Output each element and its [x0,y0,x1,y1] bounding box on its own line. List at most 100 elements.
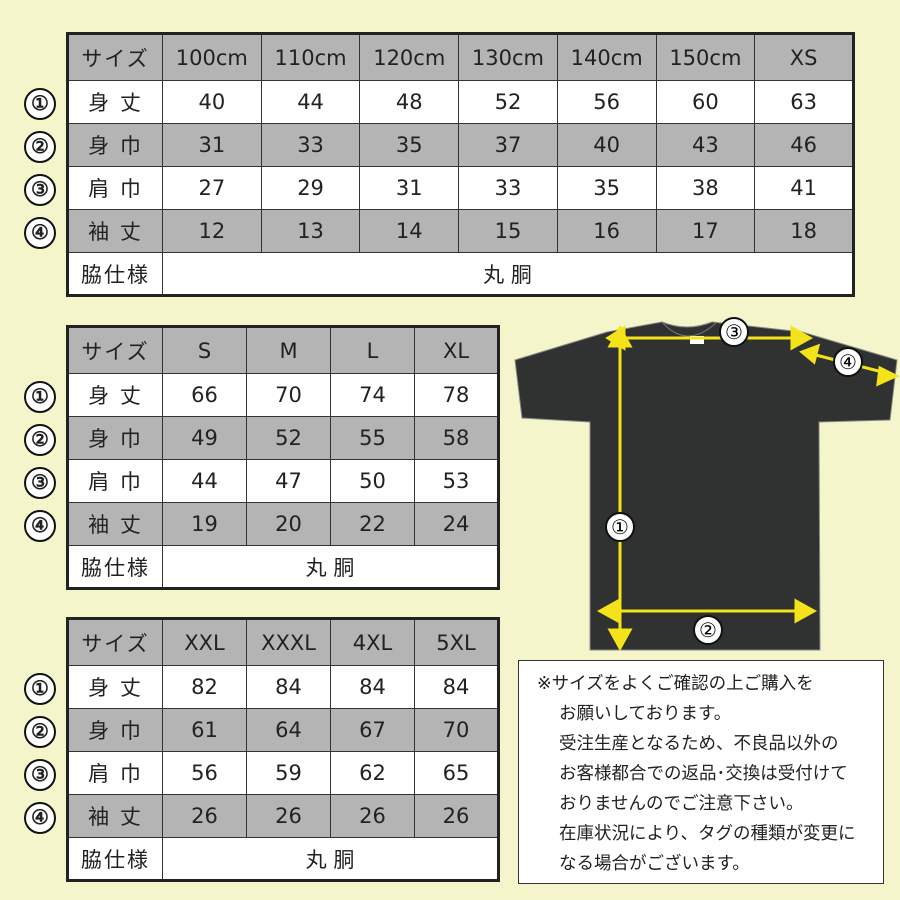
measure-value: 50 [330,459,415,503]
measure-label: 身 丈 [67,665,163,709]
side-value: 丸 胴 [162,545,499,589]
side-label: 脇仕様 [67,837,163,881]
measure-label: 肩 巾 [67,459,163,503]
side-value: 丸 胴 [162,252,854,296]
measure-value: 15 [458,209,558,253]
measure-value: 14 [359,209,460,253]
table-row: 身 巾 61 64 67 70 [67,708,499,752]
measure-value: 65 [414,751,499,795]
table-row: 身 丈 82 84 84 84 [67,665,499,709]
measure-value: 26 [414,794,499,838]
measure-value: 43 [655,123,756,167]
size-header: 5XL [414,618,499,666]
measure-value: 24 [414,502,499,546]
row-marker: ② [24,424,56,456]
measure-value: 35 [359,123,460,167]
measure-label: 肩 巾 [67,166,163,210]
measure-value: 64 [246,708,331,752]
table-row: 肩 巾 56 59 62 65 [67,751,499,795]
marker-3: ③ [719,317,749,347]
measure-value: 49 [162,416,247,460]
row-marker: ② [24,131,56,163]
table-row: 身 巾 49 52 55 58 [67,416,499,460]
size-header: XS [754,33,854,81]
measure-value: 33 [458,166,558,210]
size-table: サイズ 100cm 110cm 120cm 130cm 140cm 150cm XS 身 丈 40… [66,32,855,297]
svg-text:③: ③ [725,320,743,344]
measure-label: 袖 丈 [67,794,163,838]
measure-value: 62 [330,751,415,795]
size-header: 4XL [330,618,415,666]
size-label: サイズ [67,326,163,374]
measure-value: 16 [556,209,657,253]
size-table: サイズ S M L XL 身 丈 66 70 74 78 身 巾 49 52 55 58 肩 巾 44 47 50 5… [66,325,500,590]
measure-label: 肩 巾 [67,751,163,795]
measure-value: 70 [414,708,499,752]
size-header: 100cm [162,33,262,81]
measure-value: 48 [359,80,460,124]
measure-value: 56 [556,80,657,124]
measure-value: 67 [330,708,415,752]
measure-label: 身 巾 [67,123,163,167]
note-line: おりませんのでご注意下さい。 [559,794,804,814]
size-header: M [246,326,331,374]
table-row: 身 丈 66 70 74 78 [67,373,499,417]
measure-value: 78 [414,373,499,417]
measure-value: 31 [359,166,460,210]
row-marker: ③ [24,174,56,206]
row-marker: ④ [24,510,56,542]
measure-value: 47 [246,459,331,503]
table-row: 袖 丈 12 13 14 15 16 17 18 [67,209,854,253]
marker-4: ④ [833,347,863,377]
measure-value: 52 [246,416,331,460]
table-row: 肩 巾 27 29 31 33 35 38 41 [67,166,854,210]
measure-value: 33 [260,123,361,167]
measure-value: 56 [162,751,247,795]
table-row: 身 丈 40 44 48 52 56 60 63 [67,80,854,124]
measure-value: 31 [162,123,262,167]
measure-value: 38 [655,166,756,210]
table-row: 身 巾 31 33 35 37 40 43 46 [67,123,854,167]
measure-value: 20 [246,502,331,546]
measure-value: 74 [330,373,415,417]
measure-value: 60 [655,80,756,124]
size-header: 120cm [359,33,460,81]
measure-value: 63 [754,80,854,124]
measure-value: 35 [556,166,657,210]
row-marker: ① [24,88,56,120]
measure-value: 46 [754,123,854,167]
row-marker: ② [24,716,56,748]
measure-value: 41 [754,166,854,210]
measure-value: 17 [655,209,756,253]
table-row: 肩 巾 44 47 50 53 [67,459,499,503]
note-line: 在庫状況により、タグの種類が変更に [559,824,856,844]
measure-label: 袖 丈 [67,209,163,253]
measure-value: 59 [246,751,331,795]
measure-value: 53 [414,459,499,503]
measure-value: 84 [330,665,415,709]
measure-value: 29 [260,166,361,210]
svg-text:②: ② [699,618,717,642]
row-marker: ④ [24,802,56,834]
header-row: サイズ S M L XL [67,326,499,374]
measure-value: 70 [246,373,331,417]
marker-1: ① [605,512,635,542]
size-header: S [162,326,247,374]
measure-value: 18 [754,209,854,253]
row-marker: ① [24,381,56,413]
row-marker: ③ [24,467,56,499]
size-label: サイズ [67,33,163,81]
measure-value: 26 [162,794,247,838]
svg-text:④: ④ [839,350,857,374]
side-value: 丸 胴 [162,837,499,881]
note-line: なる場合がございます。 [559,854,750,874]
measure-value: 13 [260,209,361,253]
measure-value: 19 [162,502,247,546]
measure-value: 22 [330,502,415,546]
size-header: 130cm [458,33,558,81]
side-row: 脇仕様丸 胴 [67,545,499,589]
measure-label: 袖 丈 [67,502,163,546]
size-label: サイズ [67,618,163,666]
measure-value: 84 [246,665,331,709]
side-label: 脇仕様 [67,545,163,589]
